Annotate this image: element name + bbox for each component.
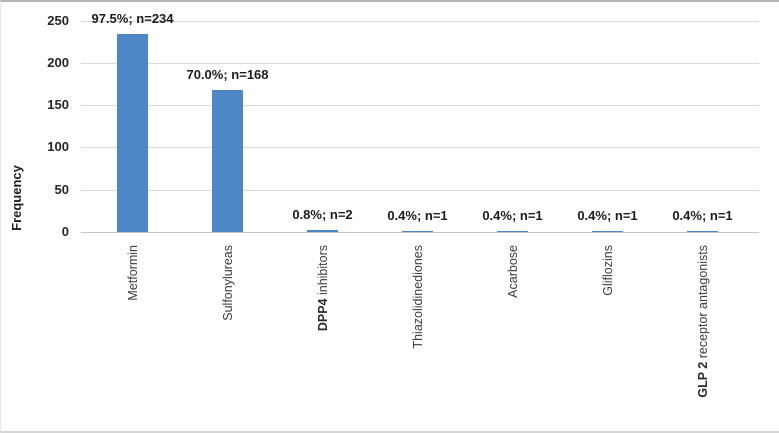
bar-data-label: 0.8%; n=2: [292, 207, 353, 223]
x-axis-category-label: Acarbose: [505, 245, 520, 298]
y-axis-tick-label: 200: [47, 54, 69, 70]
bar-1: [117, 34, 148, 232]
x-axis-category-label: Sulfonylureas: [220, 245, 235, 321]
x-axis-category-label: DPP4 inhibitors: [315, 245, 330, 332]
gridline-y-100: [81, 147, 759, 149]
bar-data-label: 0.4%; n=1: [672, 208, 733, 224]
bar-3: [307, 230, 338, 232]
gridline-y-150: [81, 105, 759, 107]
gridline-y-250: [81, 20, 759, 22]
x-axis-category-label: Metformin: [125, 245, 140, 301]
x-axis-category-label-bold-prefix: DPP4: [315, 298, 330, 332]
x-axis-category-label: Thiazolidinediones: [410, 245, 425, 349]
x-axis-category-label: GLP 2 receptor antagonists: [695, 245, 710, 398]
gridline-y-50: [81, 189, 759, 191]
bar-6: [592, 231, 623, 232]
y-axis-tick-label: 250: [47, 12, 69, 28]
x-axis-category-label: Gliflozins: [600, 245, 615, 296]
gridline-y-200: [81, 62, 759, 64]
x-axis-category-label-bold-prefix: GLP 2: [695, 361, 710, 398]
bar-5: [497, 231, 528, 232]
bar-data-label: 70.0%; n=168: [186, 66, 269, 82]
y-axis-tick-label: 0: [61, 224, 69, 239]
bar-data-label: 0.4%; n=1: [577, 208, 638, 224]
y-axis-tick-label: 100: [47, 139, 69, 155]
y-axis-tick-label: 150: [47, 97, 69, 113]
bar-7: [687, 231, 718, 232]
gridline-y-0: [81, 232, 759, 233]
y-axis-tick-label: 50: [54, 181, 69, 197]
bar-data-label: 97.5%; n=234: [91, 11, 174, 27]
y-axis-title: Frequency: [9, 165, 24, 231]
bar-4: [402, 231, 433, 232]
bar-2: [212, 89, 243, 232]
bar-data-label: 0.4%; n=1: [482, 208, 543, 224]
bar-data-label: 0.4%; n=1: [387, 208, 448, 224]
